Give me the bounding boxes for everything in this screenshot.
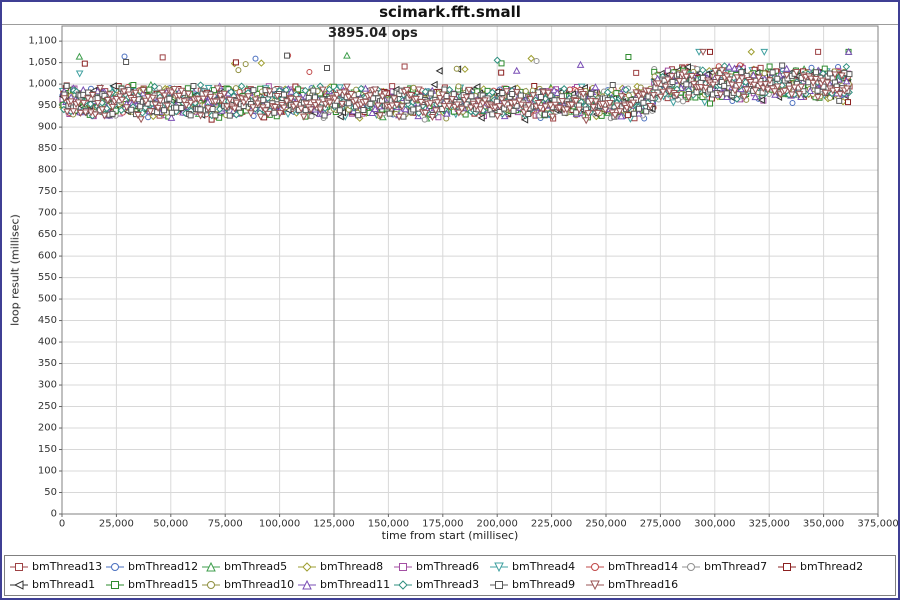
legend-item: bmThread15 — [105, 576, 201, 593]
x-axis-label: time from start (millisec) — [381, 529, 519, 542]
legend-label: bmThread4 — [512, 560, 576, 573]
legend: bmThread13 bmThread12 bmThread5 bmThread8 bm… — [4, 555, 896, 596]
legend-item: bmThread4 — [489, 558, 585, 575]
triangle-left-marker-icon — [10, 579, 28, 590]
square-marker-icon — [10, 562, 28, 571]
legend-label: bmThread13 — [32, 560, 103, 573]
circle-marker-icon — [106, 562, 124, 571]
legend-item: bmThread14 — [585, 558, 681, 575]
legend-label: bmThread10 — [224, 578, 295, 591]
ops-annotation: 3895.04 ops — [328, 26, 418, 41]
plot-canvas[interactable] — [2, 2, 898, 554]
legend-item: bmThread7 — [681, 558, 777, 575]
legend-label: bmThread8 — [320, 560, 384, 573]
square-marker-icon — [490, 580, 508, 589]
diamond-marker-icon — [394, 579, 412, 590]
legend-item: bmThread13 — [9, 558, 105, 575]
legend-item: bmThread3 — [393, 576, 489, 593]
legend-label: bmThread12 — [128, 560, 199, 573]
legend-item: bmThread10 — [201, 576, 297, 593]
legend-item: bmThread1 — [9, 576, 105, 593]
legend-item: bmThread2 — [777, 558, 873, 575]
legend-item: bmThread5 — [201, 558, 297, 575]
legend-label: bmThread15 — [128, 578, 199, 591]
legend-item: bmThread16 — [585, 576, 681, 593]
square-marker-icon — [778, 562, 796, 571]
triangle-down-marker-icon — [586, 580, 604, 590]
circle-marker-icon — [586, 562, 604, 571]
legend-item: bmThread11 — [297, 576, 393, 593]
triangle-up-marker-icon — [202, 561, 220, 571]
legend-label: bmThread3 — [416, 578, 480, 591]
circle-marker-icon — [202, 580, 220, 589]
circle-marker-icon — [682, 562, 700, 571]
legend-item: bmThread12 — [105, 558, 201, 575]
legend-item: bmThread8 — [297, 558, 393, 575]
legend-item: bmThread9 — [489, 576, 585, 593]
y-axis-label: loop result (millisec) — [8, 214, 22, 326]
legend-label: bmThread11 — [320, 578, 391, 591]
legend-label: bmThread5 — [224, 560, 288, 573]
chart-title: scimark.fft.small — [379, 3, 521, 21]
legend-label: bmThread6 — [416, 560, 480, 573]
square-marker-icon — [394, 562, 412, 571]
triangle-up-marker-icon — [298, 579, 316, 589]
legend-label: bmThread9 — [512, 578, 576, 591]
chart-title-bar: scimark.fft.small — [2, 2, 898, 25]
legend-label: bmThread1 — [32, 578, 96, 591]
diamond-marker-icon — [298, 561, 316, 572]
legend-label: bmThread7 — [704, 560, 768, 573]
square-marker-icon — [106, 580, 124, 589]
legend-label: bmThread2 — [800, 560, 864, 573]
legend-item: bmThread6 — [393, 558, 489, 575]
triangle-down-marker-icon — [490, 562, 508, 572]
legend-label: bmThread14 — [608, 560, 679, 573]
legend-label: bmThread16 — [608, 578, 679, 591]
